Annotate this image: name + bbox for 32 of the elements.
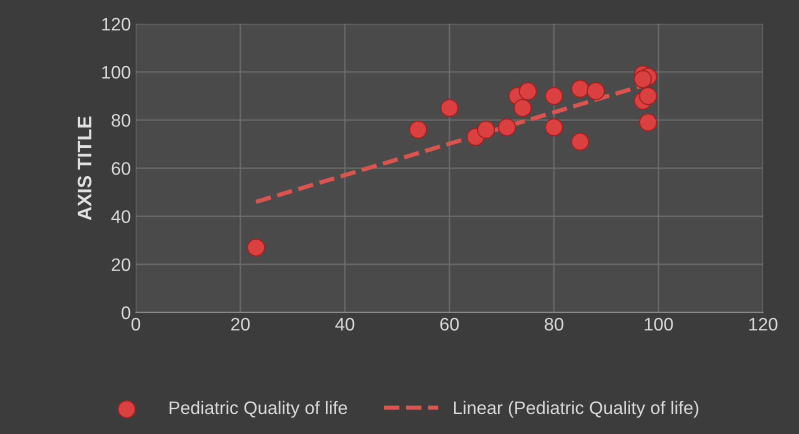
- point: [514, 98, 532, 118]
- x-tick-label: 20: [231, 318, 250, 331]
- legend-label: Pediatric Quality of life: [170, 400, 348, 418]
- x-tick-label: 60: [440, 318, 459, 331]
- y-tick-label: 120: [102, 18, 130, 31]
- x-tick-label: 40: [335, 318, 354, 331]
- y-tick-label: 80: [112, 114, 130, 127]
- x-tick-label: 100: [644, 318, 673, 331]
- point: [634, 70, 652, 88]
- x-tick-label: 0: [132, 318, 140, 331]
- y-tick-label: 60: [112, 162, 130, 175]
- x-tick-label: 120: [749, 318, 778, 331]
- legend-label: Linear (Pediatric Quality of life): [454, 400, 698, 418]
- point: [498, 118, 516, 136]
- y-tick-label: 20: [112, 258, 130, 272]
- point: [638, 113, 658, 132]
- point: [440, 98, 458, 118]
- y-tick-label: 0: [122, 306, 130, 320]
- y-tick-label: 40: [111, 210, 130, 223]
- point: [409, 120, 428, 139]
- y-tick-label: 100: [102, 66, 130, 79]
- y-axis-title: AXIS TITLE: [78, 116, 92, 220]
- point: [586, 82, 605, 100]
- point: [246, 238, 266, 257]
- point: [571, 80, 590, 98]
- point: [544, 118, 564, 136]
- point: [571, 132, 590, 151]
- point: [638, 86, 658, 106]
- point: [518, 82, 537, 100]
- point: [544, 86, 564, 106]
- x-tick-label: 80: [544, 318, 564, 331]
- point: [476, 120, 496, 139]
